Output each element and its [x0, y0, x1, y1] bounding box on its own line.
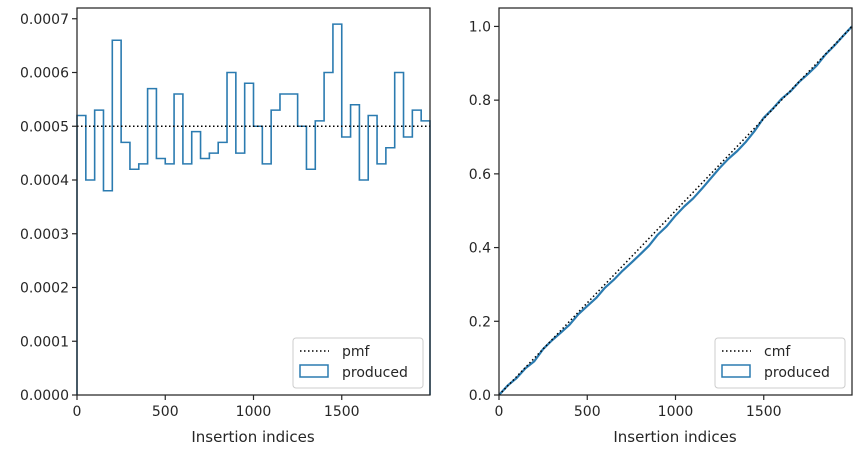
right-y-tick-label: 1.0	[469, 19, 491, 35]
left-series-layer	[76, 23, 431, 395]
left-y-tick-label: 0.0004	[20, 173, 69, 189]
right-x-tick-label: 0	[495, 404, 504, 420]
left-y-tick-label: 0.0003	[20, 227, 69, 243]
right-legend-produced-swatch	[721, 364, 751, 378]
right-y-tick-label: 0.8	[469, 93, 491, 109]
left-plot-area	[77, 8, 430, 395]
cmf-reference-line	[498, 25, 853, 396]
left-y-tick-label: 0.0000	[20, 388, 69, 404]
right-y-tick-label: 0.2	[469, 314, 491, 330]
left-legend-produced-swatch	[299, 364, 329, 378]
produced-histogram-step	[76, 23, 431, 395]
right-panel: 0.0 0.2 0.4 0.6 0.8 1.0 0 500 1000 1500 Insertio…	[469, 7, 853, 446]
left-y-tick-label: 0.0005	[20, 119, 69, 135]
left-panel: 0.0000 0.0001 0.0002 0.0003 0.0004 0.0005 0.00…	[20, 7, 431, 446]
right-x-ticks: 0 500 1000 1500	[495, 395, 782, 420]
right-y-ticks: 0.0 0.2 0.4 0.6 0.8 1.0	[469, 19, 499, 404]
right-legend-produced-label: produced	[764, 365, 830, 381]
left-x-tick-label: 1500	[324, 404, 360, 420]
left-y-tick-label: 0.0001	[20, 334, 69, 350]
left-axes-frame	[76, 7, 431, 396]
left-y-tick-label: 0.0007	[20, 12, 69, 28]
right-y-tick-label: 0.6	[469, 167, 491, 183]
left-x-tick-label: 500	[152, 404, 179, 420]
left-x-tick-label: 1000	[236, 404, 272, 420]
left-x-ticks: 0 500 1000 1500	[73, 395, 360, 420]
right-x-tick-label: 1000	[658, 404, 694, 420]
right-x-tick-label: 500	[574, 404, 601, 420]
left-legend: pmf produced	[292, 337, 424, 389]
right-y-tick-label: 0.4	[469, 241, 491, 257]
right-x-axis-label: Insertion indices	[613, 428, 736, 446]
left-legend-pmf-label: pmf	[342, 344, 371, 360]
left-y-tick-label: 0.0002	[20, 281, 69, 297]
right-axes-frame	[498, 7, 853, 396]
left-x-axis-label: Insertion indices	[191, 428, 314, 446]
right-y-tick-label: 0.0	[469, 388, 491, 404]
left-y-ticks: 0.0000 0.0001 0.0002 0.0003 0.0004 0.0005 0.00…	[20, 12, 77, 404]
left-legend-produced-label: produced	[342, 365, 408, 381]
right-plot-area	[499, 8, 852, 395]
right-legend-cmf-label: cmf	[764, 344, 791, 360]
left-y-tick-label: 0.0006	[20, 66, 69, 82]
left-x-tick-label: 0	[73, 404, 82, 420]
right-series-layer	[498, 25, 853, 396]
right-legend: cmf produced	[714, 337, 846, 389]
right-x-tick-label: 1500	[746, 404, 782, 420]
